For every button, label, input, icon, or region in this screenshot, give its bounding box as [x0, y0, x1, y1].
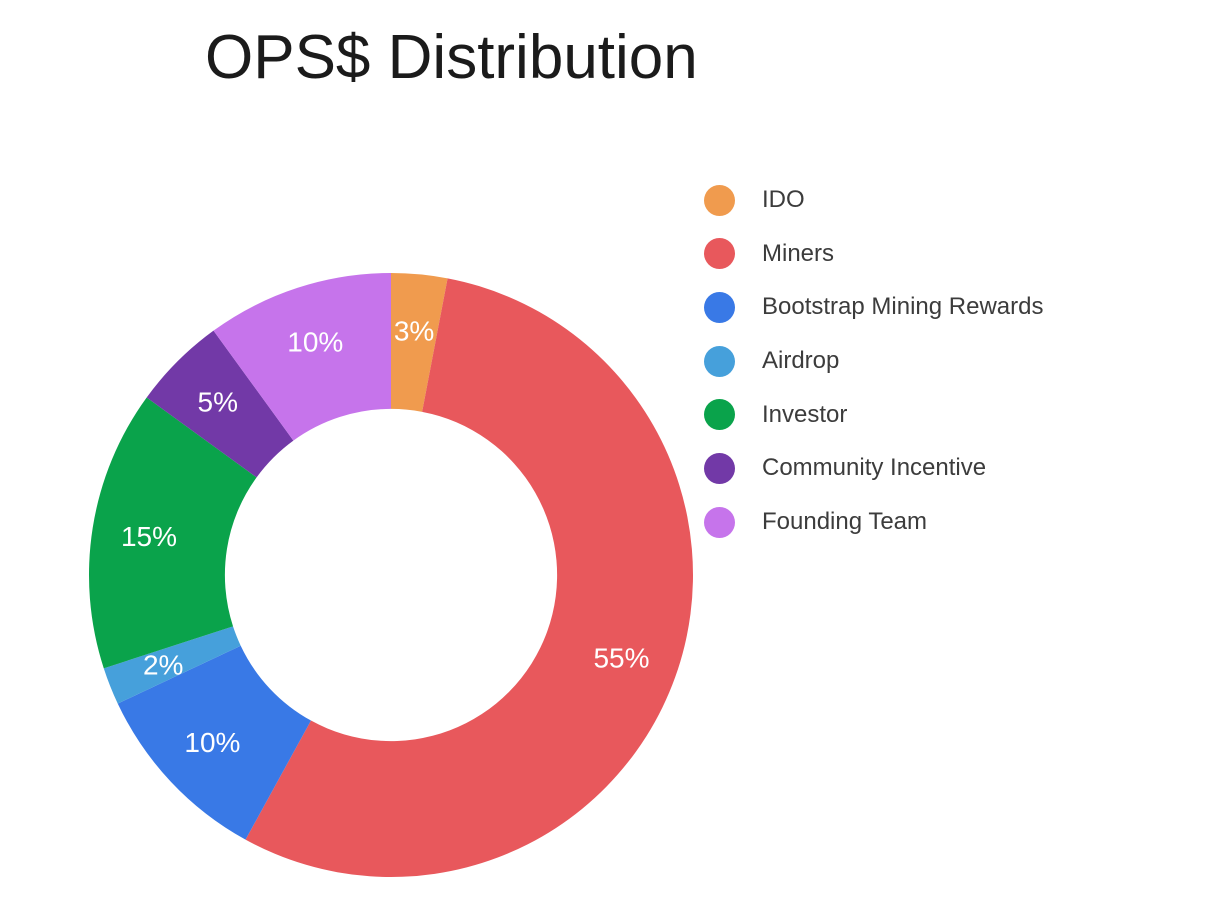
- donut-slice-airdrop[interactable]: [103, 626, 241, 704]
- legend: IDO Miners Bootstrap Mining Rewards Airdrop…: [704, 184, 1043, 560]
- slice-label-founding-team: 10%: [287, 326, 343, 357]
- legend-label: Airdrop: [762, 347, 840, 375]
- chart-title: OPS$ Distribution: [205, 23, 698, 92]
- donut-slice-ido[interactable]: [391, 273, 448, 412]
- slice-label-community-incentive: 5%: [198, 386, 238, 417]
- legend-swatch-founding-team: [704, 506, 735, 538]
- legend-label: Miners: [762, 239, 835, 267]
- legend-swatch-community-incentive: [704, 452, 735, 484]
- legend-label: Investor: [762, 400, 848, 428]
- donut-slice-community-incentive[interactable]: [146, 330, 294, 478]
- legend-label: Bootstrap Mining Rewards: [762, 293, 1044, 321]
- legend-item-community-incentive[interactable]: Community Incentive: [704, 452, 1043, 484]
- donut-slice-founding-team[interactable]: [213, 273, 391, 441]
- slice-label-bootstrap-mining-rewards: 10%: [184, 727, 240, 758]
- legend-swatch-investor: [704, 399, 735, 431]
- legend-item-miners[interactable]: Miners: [704, 238, 1043, 270]
- slice-label-ido: 3%: [394, 316, 434, 347]
- legend-swatch-ido: [704, 184, 735, 216]
- slice-label-miners: 55%: [593, 642, 649, 673]
- legend-item-ido[interactable]: IDO: [704, 184, 1043, 216]
- slice-label-investor: 15%: [121, 521, 177, 552]
- legend-swatch-bootstrap-mining-rewards: [704, 291, 735, 323]
- donut-slice-miners[interactable]: [245, 278, 694, 877]
- donut-slice-bootstrap-mining-rewards[interactable]: [117, 645, 311, 840]
- legend-item-investor[interactable]: Investor: [704, 399, 1043, 431]
- legend-label: Founding Team: [762, 508, 927, 536]
- legend-item-founding-team[interactable]: Founding Team: [704, 506, 1043, 538]
- legend-label: Community Incentive: [762, 454, 987, 482]
- legend-item-airdrop[interactable]: Airdrop: [704, 345, 1043, 377]
- slice-label-airdrop: 2%: [143, 650, 183, 681]
- legend-swatch-airdrop: [704, 345, 735, 377]
- legend-label: IDO: [762, 186, 805, 213]
- legend-item-bootstrap-mining-rewards[interactable]: Bootstrap Mining Rewards: [704, 291, 1043, 323]
- legend-swatch-miners: [704, 238, 735, 270]
- donut-slice-investor[interactable]: [88, 397, 257, 669]
